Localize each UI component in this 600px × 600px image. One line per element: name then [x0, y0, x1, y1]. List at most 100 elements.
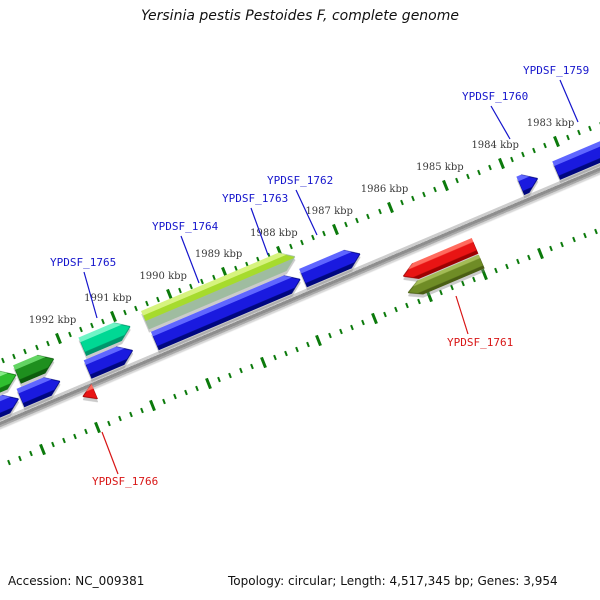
- genome-axis-strip: [0, 99, 600, 444]
- gene-arrow-YPDSF_1759: [552, 99, 600, 180]
- minor-tick: [156, 296, 161, 302]
- minor-tick: [505, 263, 509, 269]
- major-tick: [536, 247, 544, 259]
- minor-tick: [106, 420, 111, 426]
- minor-tick: [123, 309, 127, 315]
- kbp-label: 1987 kbp: [305, 205, 353, 217]
- minor-tick: [582, 232, 587, 239]
- gene-arrow: [299, 244, 364, 287]
- gene-arrow: [83, 341, 137, 379]
- minor-tick: [488, 165, 492, 171]
- kbp-label: 1988 kbp: [250, 227, 298, 239]
- minor-tick: [217, 376, 222, 383]
- minor-tick: [438, 289, 443, 295]
- minor-tick: [339, 328, 343, 335]
- minor-tick: [162, 398, 166, 404]
- minor-tick: [416, 298, 421, 304]
- minor-tick: [195, 385, 199, 391]
- gene-label-YPDSF_1763: YPDSF_1763: [222, 192, 289, 205]
- major-tick: [204, 378, 212, 390]
- minor-tick: [521, 151, 526, 158]
- leader-line: [455, 295, 469, 335]
- minor-tick: [89, 322, 94, 329]
- minor-tick: [366, 213, 371, 219]
- minor-tick: [117, 415, 122, 422]
- major-tick: [481, 269, 489, 281]
- leader-line: [101, 431, 119, 475]
- gene-arrow: [0, 389, 22, 431]
- kbp-label: 1990 kbp: [139, 271, 187, 283]
- gene-label-YPDSF_1766: YPDSF_1766: [92, 475, 159, 488]
- minor-tick: [1, 357, 6, 364]
- minor-tick: [139, 407, 144, 413]
- kbp-label: 1984 kbp: [471, 139, 519, 151]
- kbp-label: 1989 kbp: [194, 249, 243, 261]
- minor-tick: [355, 217, 360, 224]
- minor-tick: [571, 237, 576, 243]
- kbp-label: 1983 kbp: [526, 118, 575, 129]
- minor-tick: [399, 200, 404, 206]
- major-tick: [442, 179, 450, 191]
- minor-tick: [350, 324, 354, 330]
- minor-tick: [477, 169, 481, 175]
- major-tick: [370, 312, 378, 325]
- major-tick: [331, 223, 339, 235]
- minor-tick: [294, 346, 299, 352]
- genome-stats-text: Topology: circular; Length: 4,517,345 bp…: [228, 574, 558, 588]
- minor-tick: [300, 239, 304, 245]
- minor-tick: [494, 267, 498, 274]
- major-tick: [149, 399, 157, 412]
- gene-arrow-YPDSF_1766: [80, 383, 98, 404]
- minor-tick: [228, 372, 233, 378]
- gene-arrow: [0, 365, 20, 406]
- minor-tick: [449, 285, 454, 291]
- minor-tick: [472, 276, 476, 282]
- minor-tick: [532, 147, 537, 153]
- major-tick: [38, 443, 46, 455]
- minor-tick: [543, 143, 548, 149]
- gene-label-YPDSF_1760: YPDSF_1760: [462, 90, 529, 103]
- minor-tick: [67, 331, 72, 337]
- major-tick: [315, 334, 323, 346]
- gene-arrow-YPDSF_1761: [400, 237, 479, 283]
- minor-tick: [12, 353, 17, 359]
- minor-tick: [455, 178, 459, 184]
- major-tick: [260, 356, 267, 368]
- minor-tick: [311, 235, 315, 241]
- minor-tick: [587, 125, 592, 132]
- minor-tick: [51, 442, 55, 448]
- minor-tick: [84, 429, 89, 435]
- minor-tick: [305, 341, 310, 348]
- minor-tick: [466, 173, 470, 180]
- minor-tick: [6, 459, 11, 465]
- kbp-label: 1985 kbp: [416, 161, 464, 173]
- gene-arrow: [150, 270, 304, 350]
- major-tick: [93, 421, 101, 434]
- minor-tick: [173, 394, 177, 400]
- minor-tick: [405, 302, 410, 308]
- gene-arrow: [13, 349, 58, 384]
- gene-label-YPDSF_1764: YPDSF_1764: [152, 220, 219, 233]
- gene-arrow: [16, 372, 64, 407]
- minor-tick: [377, 208, 382, 215]
- minor-tick: [383, 311, 388, 317]
- minor-tick: [34, 344, 39, 351]
- minor-tick: [344, 221, 349, 228]
- minor-tick: [23, 349, 28, 355]
- minor-tick: [128, 411, 133, 418]
- minor-tick: [145, 300, 149, 307]
- minor-tick: [549, 245, 554, 252]
- major-tick: [55, 332, 63, 345]
- major-tick: [553, 135, 560, 148]
- minor-tick: [421, 191, 426, 197]
- minor-tick: [62, 437, 67, 444]
- minor-tick: [101, 318, 105, 324]
- kbp-label: 1986 kbp: [360, 183, 409, 195]
- minor-tick: [593, 228, 598, 234]
- gene-arrow-YPDSF_1760: [516, 169, 541, 195]
- minor-tick: [178, 287, 183, 294]
- kbp-label: 1991 kbp: [84, 293, 132, 305]
- gene-label-YPDSF_1765: YPDSF_1765: [50, 256, 117, 269]
- minor-tick: [328, 333, 332, 339]
